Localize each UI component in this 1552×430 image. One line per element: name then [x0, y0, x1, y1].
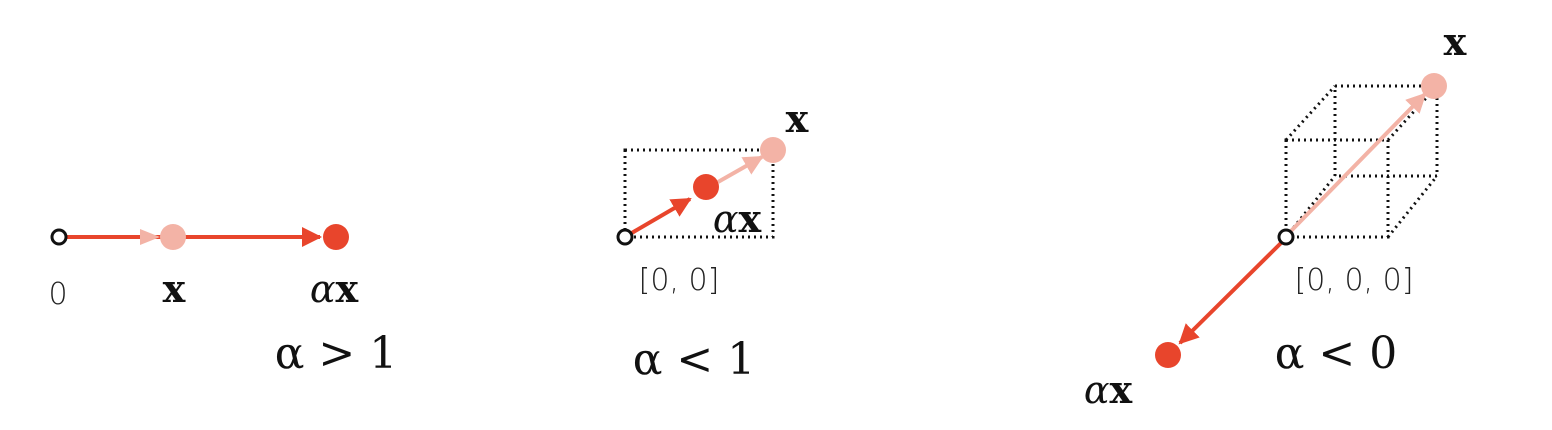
alpha-x-label: αx [310, 266, 359, 311]
scaled-vector-arrow [628, 197, 692, 236]
alpha-x-point [1155, 342, 1181, 368]
x-point [160, 224, 186, 250]
x-vector-arrow [1288, 92, 1427, 234]
origin-label: 0 [48, 277, 67, 312]
scaled-vector-arrow [1178, 240, 1284, 345]
condition-label: α < 1 [633, 334, 756, 385]
panel-alpha-less-than-one: x αx [0, 0] α < 1 [616, 96, 809, 385]
alpha-x-label: αx [713, 196, 762, 241]
bounding-box [623, 148, 775, 239]
condition-label: α < 0 [1275, 328, 1398, 379]
alpha-x-point [693, 174, 719, 200]
x-arrowhead [140, 229, 160, 245]
x-label: x [1444, 19, 1467, 64]
origin-point [616, 228, 634, 246]
origin-point [1277, 228, 1295, 246]
origin-point [50, 228, 68, 246]
origin-label: [0, 0, 0] [1295, 263, 1414, 298]
x-vector-arrow [717, 155, 764, 184]
x-point [760, 137, 786, 163]
x-label: x [163, 266, 186, 311]
origin-label: [0, 0] [639, 263, 720, 298]
x-point [1421, 73, 1447, 99]
panel-alpha-less-than-zero: x [0, 0, 0] α < 0 αx [1084, 19, 1467, 412]
alpha-x-point [323, 224, 349, 250]
alpha-x-label: αx [1084, 367, 1133, 412]
x-label: x [786, 96, 809, 141]
panel-alpha-greater-than-one: 0 x αx α > 1 [48, 224, 397, 379]
condition-label: α > 1 [275, 328, 398, 379]
